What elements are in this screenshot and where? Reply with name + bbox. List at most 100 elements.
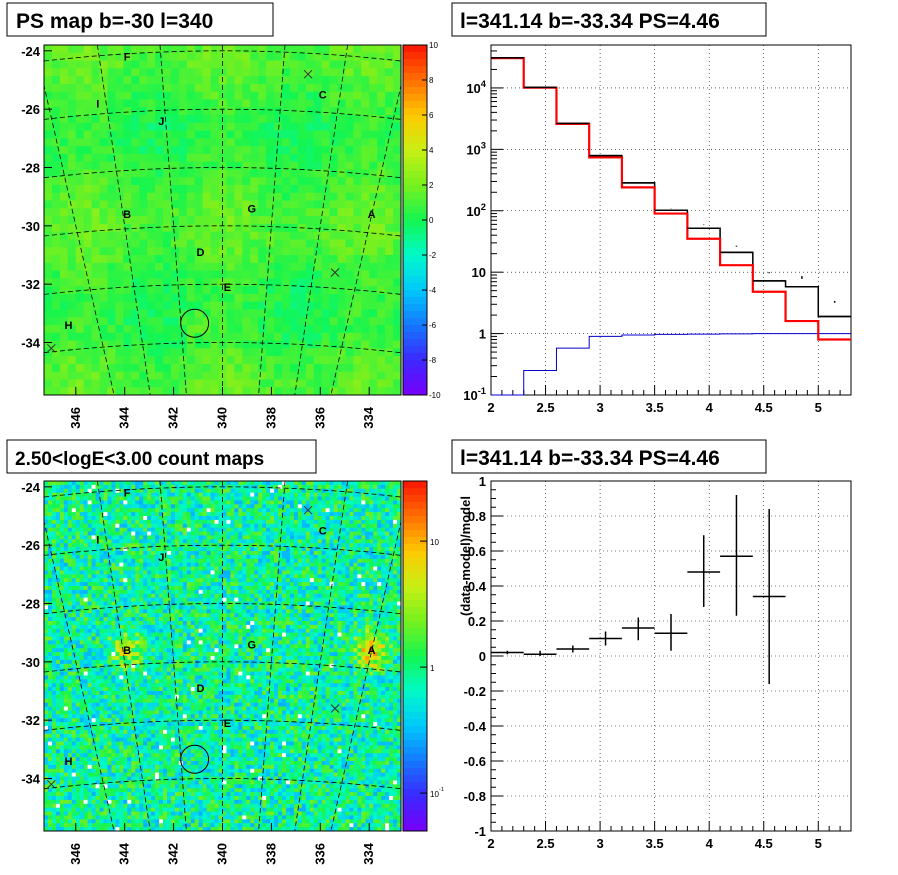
map-cell	[147, 255, 156, 264]
map-cell	[107, 702, 112, 707]
map-cell	[353, 146, 362, 155]
map-cell	[119, 527, 124, 532]
map-cell	[385, 332, 394, 341]
map-cell	[234, 286, 243, 295]
map-cell	[297, 301, 307, 310]
map-cell	[119, 792, 124, 797]
map-cell	[44, 255, 53, 264]
map-cell	[79, 772, 85, 777]
map-cell	[127, 570, 132, 575]
map-cell	[99, 278, 108, 287]
map-cell	[83, 815, 89, 820]
ps-position-circle	[180, 308, 210, 338]
map-cell	[75, 558, 81, 564]
map-cell	[178, 231, 188, 240]
map-cell	[111, 582, 116, 587]
map-cell	[163, 293, 172, 303]
map-cell	[71, 656, 77, 661]
colorbar-step	[403, 192, 427, 200]
map-cell	[345, 177, 354, 186]
map-cell	[250, 146, 259, 155]
map-cell	[79, 621, 85, 626]
map-cell	[103, 597, 108, 602]
map-cell	[143, 648, 148, 653]
map-cell	[107, 504, 112, 509]
map-cell	[234, 91, 243, 100]
map-cell	[99, 714, 104, 719]
map-cell	[51, 208, 61, 217]
map-cell	[258, 130, 267, 139]
map-cell	[139, 45, 148, 54]
map-cell	[127, 636, 132, 641]
map-cell	[313, 99, 323, 108]
map-cell	[369, 177, 378, 186]
map-cell	[91, 161, 100, 170]
map-cell	[107, 726, 112, 731]
map-cell	[67, 317, 77, 326]
map-cell	[127, 558, 132, 564]
colorbar-step	[403, 52, 427, 60]
map-cell	[266, 177, 275, 186]
map-cell	[159, 539, 164, 544]
map-cell	[123, 488, 128, 494]
map-cell	[361, 146, 370, 155]
map-cell	[115, 749, 120, 754]
map-cell	[289, 332, 299, 341]
map-cell	[51, 718, 57, 723]
map-cell	[226, 83, 235, 93]
map-cell	[329, 247, 338, 256]
map-cell	[63, 508, 69, 513]
map-cell	[75, 726, 81, 731]
map-cell	[210, 177, 219, 186]
map-cell	[83, 784, 89, 789]
map-cell	[321, 247, 330, 256]
map-cell	[115, 667, 120, 672]
map-cell	[91, 589, 96, 595]
map-cell	[111, 624, 116, 630]
map-cell	[159, 799, 164, 805]
map-cell	[305, 169, 315, 178]
map-cell	[226, 146, 235, 155]
map-cell	[123, 570, 128, 575]
map-cell	[226, 76, 235, 85]
map-cell	[313, 122, 323, 131]
map-cell	[79, 636, 85, 641]
map-cell	[127, 488, 132, 494]
map-cell	[71, 570, 77, 575]
map-cell	[345, 192, 354, 201]
map-cell	[51, 628, 57, 634]
map-cell	[83, 512, 89, 517]
map-cell	[51, 76, 61, 85]
map-cell	[123, 185, 132, 194]
map-cell	[107, 628, 112, 634]
map-cell	[67, 356, 77, 365]
map-cell	[385, 153, 394, 163]
map-cell	[151, 733, 156, 739]
map-cell	[289, 153, 299, 163]
map-cell	[47, 492, 53, 497]
map-cell	[155, 694, 160, 700]
map-cell	[151, 780, 156, 785]
map-cell	[67, 554, 73, 560]
map-cell	[107, 45, 116, 54]
map-cell	[234, 122, 243, 131]
map-cell	[139, 138, 148, 147]
map-cell	[282, 122, 291, 131]
map-cell	[63, 624, 69, 630]
map-cell	[79, 823, 85, 828]
map-cell	[91, 379, 100, 388]
map-cell	[71, 714, 77, 719]
map-cell	[155, 488, 160, 494]
map-cell	[210, 146, 219, 155]
map-cell	[95, 803, 100, 809]
map-cell	[313, 115, 323, 124]
map-cell	[95, 574, 100, 579]
map-cell	[44, 656, 49, 661]
map-cell	[87, 683, 92, 688]
map-cell	[361, 293, 370, 303]
map-cell	[139, 387, 148, 395]
map-cell	[71, 481, 77, 486]
map-cell	[99, 764, 104, 770]
map-cell	[103, 512, 108, 517]
map-cell	[71, 589, 77, 595]
